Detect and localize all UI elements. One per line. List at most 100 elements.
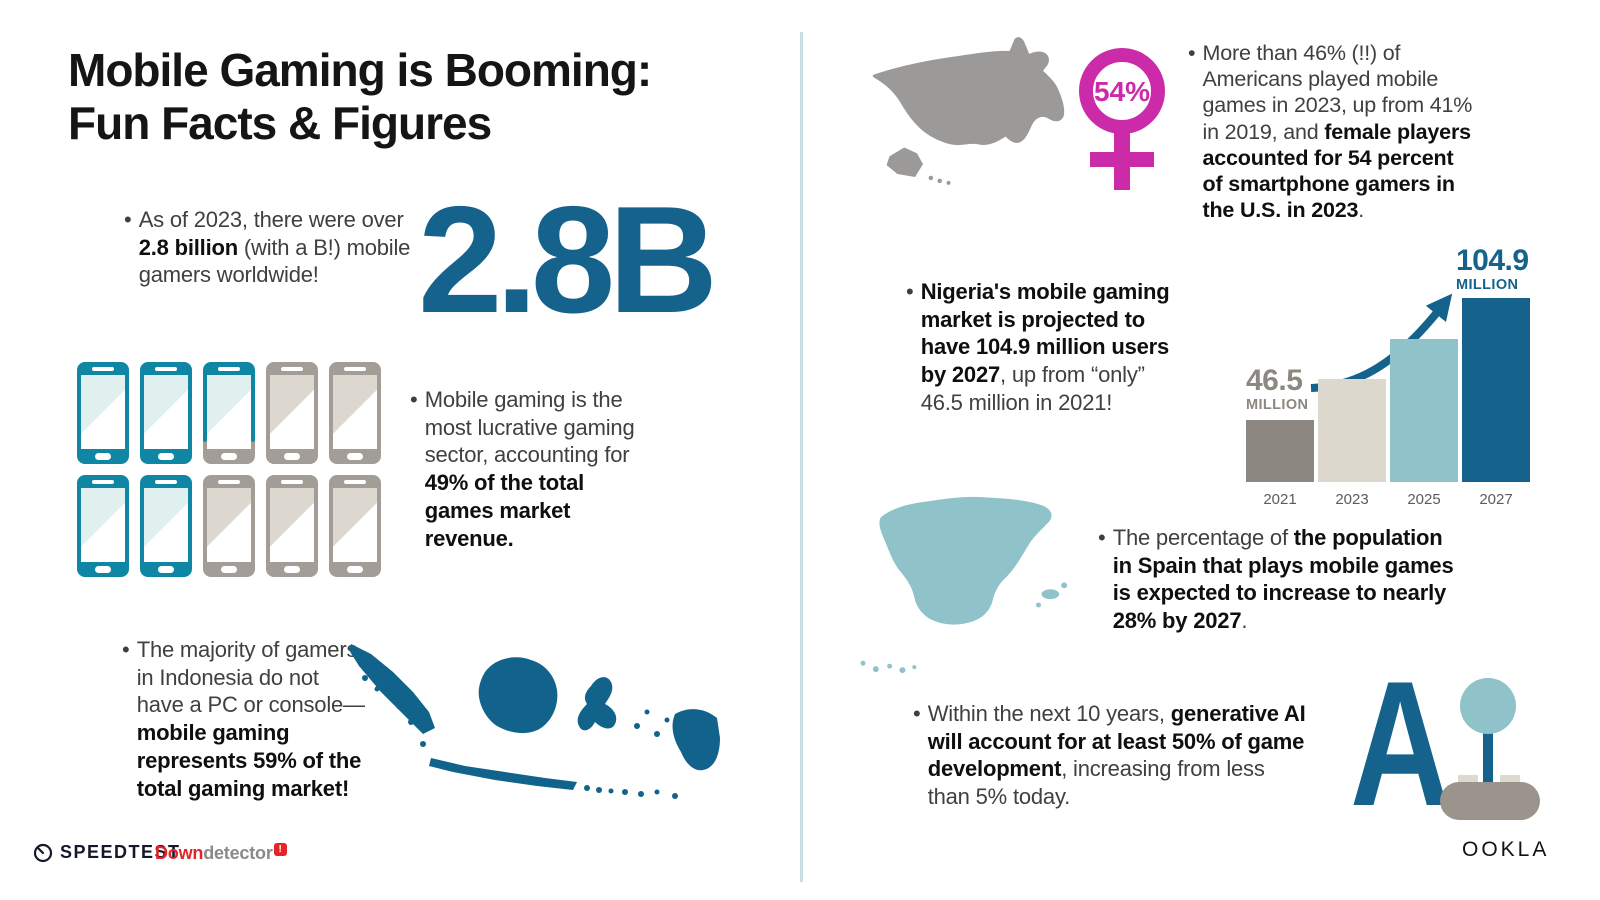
- phone-screen: [144, 375, 188, 449]
- phone-home-button: [347, 566, 363, 573]
- speedtest-gauge-icon: [33, 843, 53, 862]
- fact-text: , up from “only” 46.5 million in 2021!: [920, 362, 1145, 415]
- phone-screen: [207, 375, 251, 449]
- phone-speaker: [155, 367, 177, 371]
- fact-gamers: • As of 2023, there were over 2.8 billio…: [124, 206, 426, 289]
- downdetector-logo: Downdetector!: [155, 843, 287, 864]
- phone-speaker: [92, 367, 114, 371]
- chart-start-value: 46.5: [1246, 364, 1303, 397]
- us-map: [872, 37, 1065, 185]
- phone-speaker: [281, 480, 303, 484]
- phone-home-button: [221, 453, 237, 460]
- fact-text: As of 2023, there were over: [138, 207, 404, 232]
- spain-map: [860, 496, 1068, 674]
- x-tick-2027: 2027: [1479, 491, 1513, 508]
- fact-text: More than 46% (!!) of Americans played m…: [1202, 41, 1473, 144]
- x-tick-2021: 2021: [1263, 491, 1297, 508]
- downdetector-alert-icon: !: [273, 843, 287, 856]
- bar-group: [1246, 298, 1530, 482]
- phone-screen: [333, 488, 377, 562]
- fact-us: • More than 46% (!!) of Americans played…: [1188, 40, 1478, 224]
- fact-bold: mobile gaming represents 59% of the tota…: [136, 720, 362, 801]
- phone-screen: [270, 488, 314, 562]
- bar-2025: [1390, 339, 1458, 482]
- bullet-dot: •: [1098, 525, 1106, 550]
- phone-icon: [140, 475, 192, 577]
- phone-home-button: [95, 566, 111, 573]
- bullet-dot: •: [913, 701, 921, 726]
- x-axis-labels: 2021 2023 2025 2027: [1246, 491, 1530, 508]
- fact-revenue: • Mobile gaming is the most lucrative ga…: [410, 386, 658, 552]
- fact-text: The percentage of: [1112, 525, 1294, 550]
- female-percentage-badge: 54%: [1094, 76, 1150, 107]
- phone-icon: [140, 362, 192, 464]
- bullet-dot: •: [124, 207, 132, 232]
- x-tick-2025: 2025: [1407, 491, 1441, 508]
- phone-home-button: [284, 453, 300, 460]
- fact-bold: 49% of the total games market revenue.: [424, 470, 585, 551]
- phone-home-button: [284, 566, 300, 573]
- title-line-2: Fun Facts & Figures: [68, 97, 492, 150]
- fact-spain: • The percentage of the population in Sp…: [1098, 524, 1460, 635]
- chart-start-value-label: 46.5 MILLION: [1246, 366, 1308, 413]
- phone-speaker: [92, 480, 114, 484]
- fact-bold: generative AI will account for at least …: [927, 701, 1306, 782]
- fact-text: Within the next 10 years,: [927, 701, 1171, 726]
- phone-home-button: [158, 453, 174, 460]
- fact-text: (with a B!) mobile gamers worldwide!: [138, 234, 411, 288]
- fact-indonesia: • The majority of gamers in Indonesia do…: [122, 636, 366, 802]
- fact-ai: • Within the next 10 years, generative A…: [913, 700, 1311, 811]
- ai-letter-a: A: [1350, 644, 1451, 843]
- bar-2021: [1246, 420, 1314, 482]
- fact-text: .: [1241, 608, 1248, 634]
- phone-speaker: [218, 480, 240, 484]
- phone-screen: [81, 488, 125, 562]
- ookla-logo: OOKLA: [1462, 838, 1550, 861]
- phone-home-button: [158, 566, 174, 573]
- fact-bold: female players accounted for 54 percent …: [1202, 119, 1472, 223]
- downdetector-word-detector: detector: [203, 843, 273, 863]
- title-line-1: Mobile Gaming is Booming:: [68, 44, 652, 96]
- phones-grid: [77, 362, 381, 577]
- joystick-icon: [1440, 678, 1540, 820]
- phone-screen: [144, 488, 188, 562]
- phone-speaker: [344, 367, 366, 371]
- phone-icon: [203, 362, 255, 464]
- chart-end-value: 104.9: [1456, 244, 1529, 277]
- phone-icon: [329, 475, 381, 577]
- phone-speaker: [281, 367, 303, 371]
- fact-text: , increasing from less than 5% today.: [927, 756, 1265, 810]
- chart-end-value-label: 104.9 MILLION: [1456, 246, 1529, 293]
- phone-screen: [81, 375, 125, 449]
- bullet-dot: •: [122, 637, 130, 662]
- phone-speaker: [218, 367, 240, 371]
- phone-home-button: [347, 453, 363, 460]
- fact-bold: 2.8 billion: [138, 234, 238, 260]
- phone-screen: [270, 375, 314, 449]
- big-number-2-8b: 2.8B: [418, 175, 718, 345]
- bullet-dot: •: [1188, 41, 1196, 65]
- x-tick-2023: 2023: [1335, 491, 1369, 508]
- phone-icon: [203, 475, 255, 577]
- bullet-dot: •: [410, 387, 418, 412]
- bar-2027: [1462, 298, 1530, 482]
- phone-screen: [333, 375, 377, 449]
- phone-icon: [77, 362, 129, 464]
- fact-bold: Nigeria's mobile gaming market is projec…: [920, 279, 1170, 388]
- bullet-dot: •: [906, 279, 914, 304]
- speedtest-logo: SPEEDTEST: [33, 842, 181, 863]
- speedtest-wordmark: SPEEDTEST: [60, 842, 181, 862]
- phone-icon: [329, 362, 381, 464]
- phone-screen: [207, 488, 251, 562]
- fact-text: .: [1358, 198, 1365, 223]
- center-divider: [800, 32, 803, 882]
- chart-end-unit: MILLION: [1456, 277, 1519, 293]
- fact-text: Mobile gaming is the most lucrative gami…: [424, 387, 635, 468]
- phone-home-button: [221, 566, 237, 573]
- phone-icon: [77, 475, 129, 577]
- nigeria-users-bar-chart: 104.9 MILLION 46.5 MILLION 2021 2023 202…: [1220, 246, 1550, 508]
- bar-2023: [1318, 379, 1386, 482]
- female-symbol-icon: 54%: [1079, 48, 1165, 190]
- downdetector-word-down: Down: [155, 843, 204, 863]
